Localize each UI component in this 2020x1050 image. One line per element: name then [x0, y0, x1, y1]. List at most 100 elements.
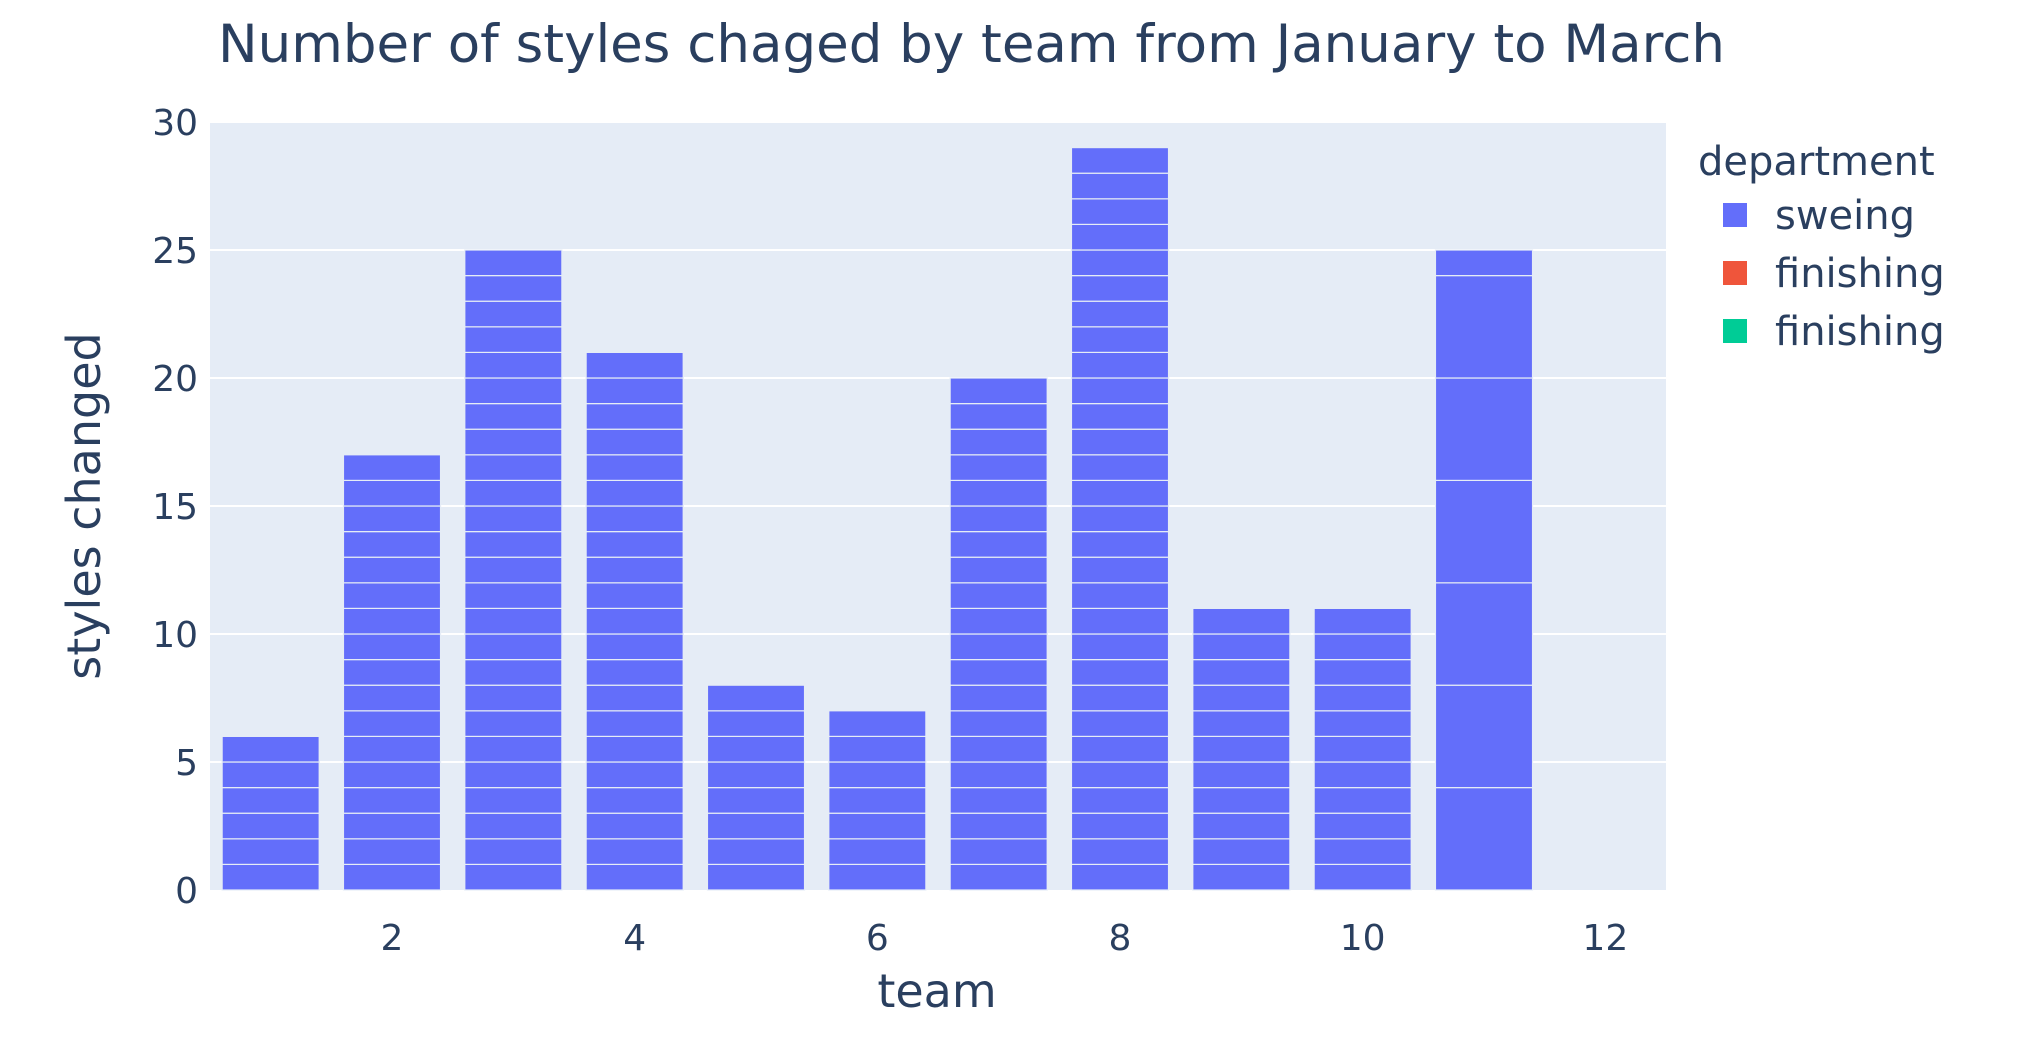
bar-segment	[464, 479, 563, 507]
bar-segment	[1070, 300, 1170, 328]
bar-segment	[949, 684, 1048, 712]
bar-segment	[1434, 786, 1534, 891]
bar-segment	[1192, 607, 1291, 635]
bar-segment	[1313, 761, 1412, 789]
legend-swatch	[1723, 261, 1747, 285]
bar-segment	[585, 556, 684, 584]
bar-team-3	[464, 249, 563, 891]
bar-segment	[949, 838, 1048, 865]
bar-segment	[1070, 249, 1170, 277]
bar-segment	[949, 428, 1048, 456]
bar-segment	[464, 658, 563, 686]
bar-segment	[1070, 403, 1170, 430]
bar-segment	[949, 710, 1048, 737]
bar-segment	[949, 786, 1048, 814]
bar-segment	[1070, 326, 1170, 353]
bar-segment	[464, 633, 563, 661]
bar-segment	[1070, 761, 1170, 789]
bar-segment	[585, 684, 684, 712]
bar-segment	[464, 838, 563, 865]
bar-segment	[464, 761, 563, 789]
bar-segment	[1313, 812, 1412, 840]
bar-segment	[1070, 735, 1170, 763]
bar-segment	[464, 326, 563, 353]
bar-segment	[949, 556, 1048, 584]
bar-segment	[585, 428, 684, 456]
bar-segment	[1070, 428, 1170, 456]
bar-segment	[1192, 838, 1291, 865]
bar-segment	[585, 582, 684, 609]
gridlines	[210, 121, 1666, 763]
legend-label: finishing	[1775, 309, 1945, 355]
bar-segment	[342, 863, 442, 891]
bar-segment	[828, 863, 927, 891]
legend-swatch	[1723, 203, 1747, 227]
bar-segment	[342, 710, 442, 737]
bar-segment	[1070, 147, 1170, 174]
bar-segment	[949, 633, 1048, 661]
bar-segment	[585, 377, 684, 405]
bar-segment	[342, 684, 442, 712]
legend-label: sweing	[1775, 193, 1915, 239]
bar-segment	[342, 479, 442, 507]
bar-segment	[706, 786, 806, 814]
bar-segment	[1192, 633, 1291, 661]
bar-segment	[706, 684, 806, 712]
bar-segment	[828, 838, 927, 865]
bar-segment	[1313, 786, 1412, 814]
y-tick-label: 25	[152, 231, 198, 272]
bars	[221, 147, 1534, 891]
bar-segment	[1192, 761, 1291, 789]
bar-segment	[585, 633, 684, 661]
bar-segment	[1434, 377, 1534, 482]
bar-segment	[1070, 633, 1170, 661]
bar-segment	[1434, 582, 1534, 686]
bar-segment	[585, 710, 684, 737]
bar-segment	[464, 377, 563, 405]
legend-title: department	[1698, 139, 1935, 185]
bar-segment	[1434, 684, 1534, 789]
bar-segment	[828, 812, 927, 840]
bar-segment	[828, 786, 927, 814]
bar-segment	[585, 505, 684, 533]
bar-segment	[464, 275, 563, 302]
bar-segment	[828, 761, 927, 789]
x-tick-label: 10	[1340, 918, 1386, 959]
bar-segment	[342, 556, 442, 584]
bar-segment	[1070, 505, 1170, 533]
bar-segment	[1070, 863, 1170, 891]
x-tick-label: 12	[1582, 918, 1628, 959]
bar-segment	[1313, 710, 1412, 737]
bar-segment	[585, 454, 684, 481]
bar-segment	[1070, 377, 1170, 405]
bar-segment	[828, 710, 927, 737]
bar-segment	[342, 530, 442, 558]
bar-segment	[949, 505, 1048, 533]
legend: department sweing finishing finishing	[1698, 139, 1945, 355]
bar-segment	[342, 658, 442, 686]
bar-segment	[1070, 838, 1170, 865]
bar-segment	[464, 786, 563, 814]
bar-segment	[1070, 479, 1170, 507]
bar-segment	[1313, 607, 1412, 635]
bar-segment	[342, 633, 442, 661]
y-tick-label: 0	[175, 871, 198, 912]
bar-segment	[1070, 223, 1170, 251]
bar-team-2	[342, 454, 442, 891]
bar-segment	[1192, 710, 1291, 737]
bar-segment	[221, 838, 320, 865]
bar-segment	[1192, 684, 1291, 712]
bar-segment	[1070, 812, 1170, 840]
bar-segment	[585, 403, 684, 430]
bar-segment	[1313, 684, 1412, 712]
x-axis-title: team	[877, 964, 996, 1018]
bar-segment	[706, 838, 806, 865]
bar-team-5	[706, 684, 806, 891]
y-axis-title: styles changed	[57, 332, 111, 679]
bar-segment	[1313, 658, 1412, 686]
bar-segment	[464, 530, 563, 558]
bar-segment	[221, 735, 320, 763]
x-tick-label: 4	[623, 918, 646, 959]
bar-segment	[585, 761, 684, 789]
